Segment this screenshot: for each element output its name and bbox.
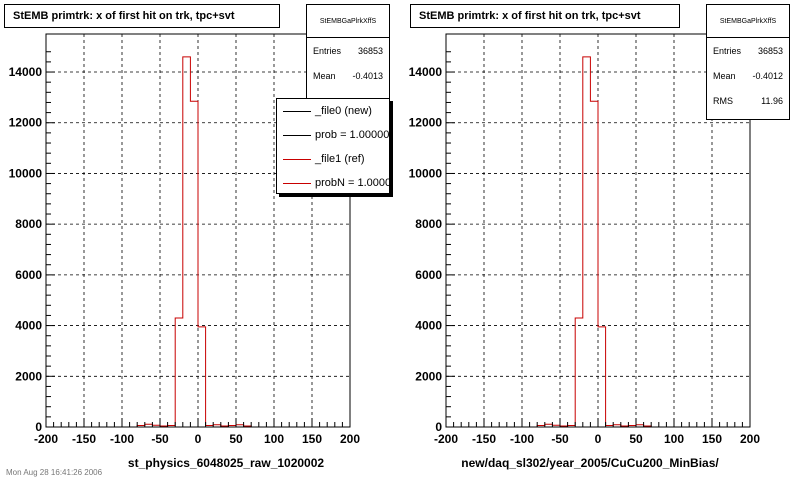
x-tick-label: 200 xyxy=(740,432,760,446)
x-tick-label: 150 xyxy=(302,432,322,446)
right-stats-mean-value: -0.4012 xyxy=(752,70,783,81)
timestamp-footer: Mon Aug 28 16:41:26 2006 xyxy=(6,468,103,477)
x-tick-label: -200 xyxy=(434,432,458,446)
left-x-axis-label: st_physics_6048025_raw_1020002 xyxy=(127,456,325,470)
legend-label: _file1 (ref) xyxy=(315,153,365,165)
right-stats-rms-row: RMS 11.96 xyxy=(707,88,789,113)
right-histogram-svg: -200 -150 -100 -50 0 50 100 150 2000200040006000… xyxy=(409,33,760,446)
y-tick-label: 14000 xyxy=(409,65,443,79)
x-tick-label: 0 xyxy=(195,432,202,446)
left-histogram-svg: -200 -150 -100 -50 0 50 100 150 2000200040006000… xyxy=(9,33,360,446)
y-tick-label: 8000 xyxy=(15,217,42,231)
y-tick-label: 12000 xyxy=(409,116,443,130)
legend-line-black xyxy=(283,134,311,136)
x-tick-label: -200 xyxy=(34,432,58,446)
legend-item-file1: _file1 (ref) xyxy=(277,147,389,171)
left-stats-mean-value: -0.4013 xyxy=(352,70,383,81)
legend-label: _file0 (new) xyxy=(315,105,372,117)
y-tick-label: 6000 xyxy=(415,268,442,282)
x-tick-label: 150 xyxy=(702,432,722,446)
legend-item-prob: prob = 1.000000 xyxy=(277,123,389,147)
right-stats-entries-label: Entries xyxy=(713,45,742,56)
x-tick-label: -150 xyxy=(72,432,96,446)
legend-label: probN = 1.000000 xyxy=(315,177,390,189)
x-tick-label: -50 xyxy=(151,432,169,446)
left-stats-entries-value: 36853 xyxy=(357,45,383,56)
y-tick-label: 12000 xyxy=(9,116,43,130)
legend-line-red xyxy=(283,158,311,160)
left-stats-entries-row: Entries 36853 xyxy=(307,38,389,63)
left-plot-title: StEMB primtrk: x of first hit on trk, tp… xyxy=(4,4,280,28)
x-tick-label: -150 xyxy=(472,432,496,446)
x-tick-label: 200 xyxy=(340,432,360,446)
x-tick-label: -100 xyxy=(510,432,534,446)
left-stats-name: StEMBGaPlrkXffS xyxy=(307,5,389,38)
y-tick-label: 4000 xyxy=(15,319,42,333)
left-stats-box: StEMBGaPlrkXffS Entries 36853 Mean -0.40… xyxy=(306,4,390,116)
right-stats-mean-row: Mean -0.4012 xyxy=(707,63,789,88)
y-tick-label: 8000 xyxy=(415,217,442,231)
legend-line-black xyxy=(283,110,311,112)
right-stats-box: StEMBGaPlrkXffS Entries 36853 Mean -0.40… xyxy=(706,4,790,120)
x-tick-label: 100 xyxy=(264,432,284,446)
x-tick-label: 100 xyxy=(664,432,684,446)
right-plot-pad: -200 -150 -100 -50 0 50 100 150 200 0 2000 4000 6000… xyxy=(400,0,800,480)
x-tick-label: 0 xyxy=(595,432,602,446)
left-stats-mean-label: Mean xyxy=(313,70,336,81)
y-tick-label: 10000 xyxy=(409,166,443,180)
right-stats-rms-label: RMS xyxy=(713,95,733,106)
right-stats-mean-label: Mean xyxy=(713,70,736,81)
right-stats-entries-value: 36853 xyxy=(757,45,783,56)
y-tick-label: 10000 xyxy=(9,166,43,180)
left-stats-entries-label: Entries xyxy=(313,45,342,56)
right-stats-rms-value: 11.96 xyxy=(761,95,783,106)
left-stats-mean-row: Mean -0.4013 xyxy=(307,63,389,88)
y-tick-label: 4000 xyxy=(415,319,442,333)
right-stats-entries-row: Entries 36853 xyxy=(707,38,789,63)
legend-item-probn: probN = 1.000000 xyxy=(277,171,390,193)
legend-label: prob = 1.000000 xyxy=(315,129,390,141)
left-plot-pad: -200 -150 -100 -50 0 50 100 150 200 0 2000 4000 6000… xyxy=(4,4,390,470)
right-plot-title: StEMB primtrk: x of first hit on trk, tp… xyxy=(410,4,680,28)
y-tick-label: 0 xyxy=(435,420,442,434)
y-tick-label: 6000 xyxy=(15,268,42,282)
x-tick-label: -100 xyxy=(110,432,134,446)
x-tick-label: -50 xyxy=(551,432,569,446)
y-tick-label: 2000 xyxy=(15,369,42,383)
right-stats-name: StEMBGaPlrkXffS xyxy=(707,5,789,38)
y-tick-label: 2000 xyxy=(415,369,442,383)
y-tick-label: 0 xyxy=(35,420,42,434)
x-tick-label: 50 xyxy=(229,432,243,446)
legend-line-red xyxy=(283,182,311,184)
left-legend: _file0 (new) prob = 1.000000 _file1 (ref… xyxy=(276,98,390,194)
y-tick-label: 14000 xyxy=(9,65,43,79)
x-tick-label: 50 xyxy=(629,432,643,446)
legend-item-file0: _file0 (new) xyxy=(277,99,389,123)
right-x-axis-label: new/daq_sl302/year_2005/CuCu200_MinBias/ xyxy=(461,456,719,470)
